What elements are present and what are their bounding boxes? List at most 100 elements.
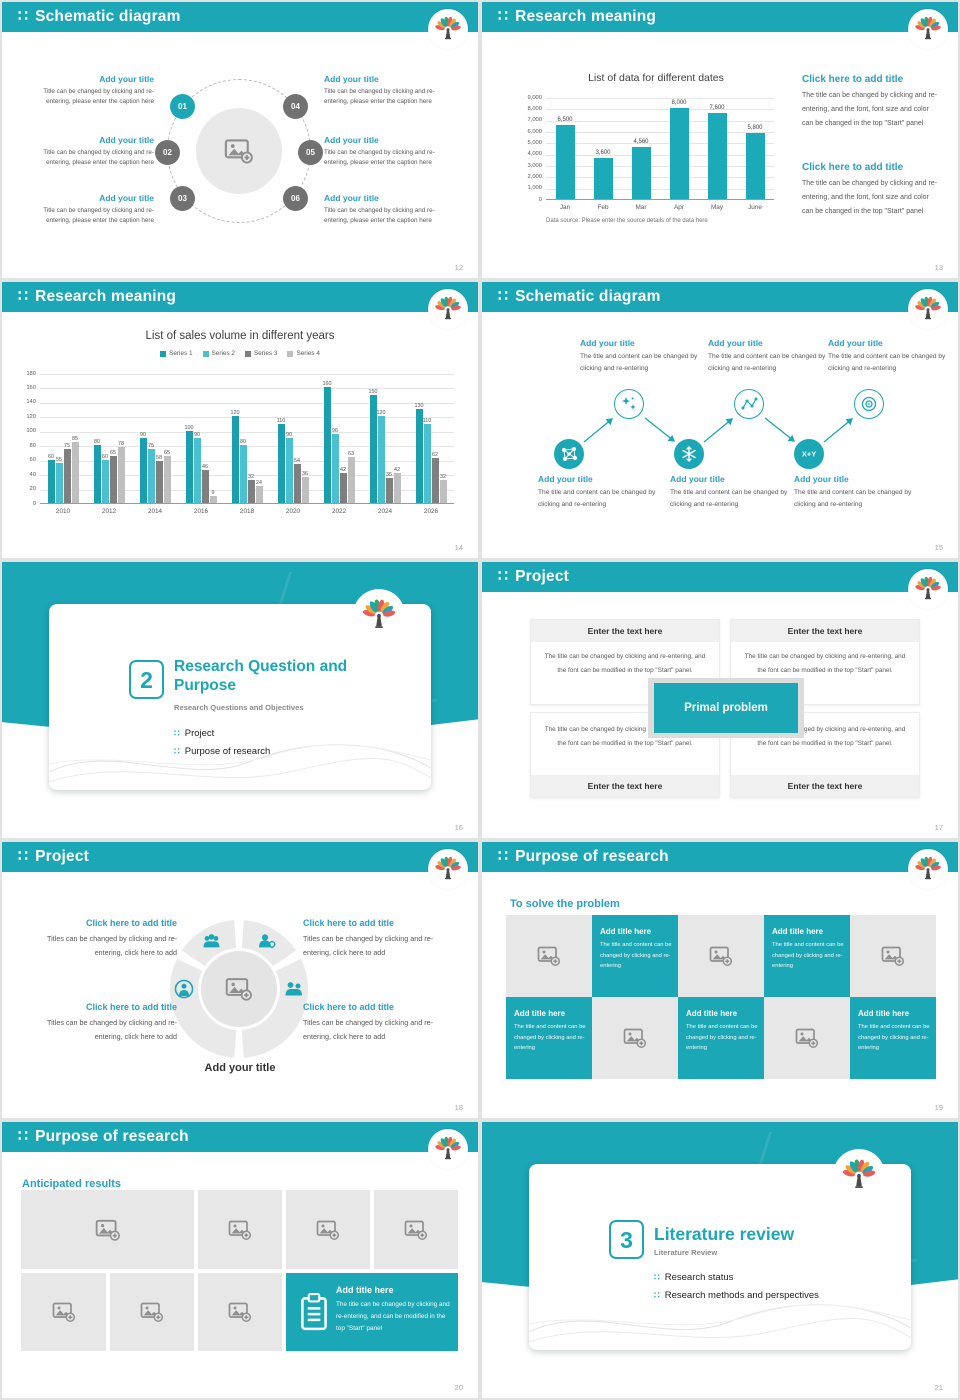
image-tile[interactable] [678, 915, 764, 997]
logo-badge [428, 9, 468, 49]
slide-13-research-meaning[interactable]: ∷ Research meaning List of data for diffe… [482, 2, 958, 278]
image-tile[interactable] [198, 1273, 282, 1351]
wave-pattern [49, 743, 431, 783]
bottom-block-2[interactable]: Add your title The title and content can … [670, 474, 788, 508]
slide-12-schematic-diagram[interactable]: ∷ Schematic diagram 01 02 03 04 05 06 Add… [2, 2, 478, 278]
text-block-3[interactable]: Click here to add title Titles can be cha… [303, 918, 433, 957]
slide-20-purpose-of-research[interactable]: ∷ Purpose of research Anticipated results… [2, 1122, 478, 1398]
bottom-block-3[interactable]: Add your title The title and content can … [794, 474, 912, 508]
page-number: 13 [934, 263, 943, 272]
toc-item-2[interactable]: ∷ Purpose of research [174, 746, 271, 757]
title-tile[interactable]: Add title here The title and content can … [506, 997, 592, 1079]
node-06[interactable]: 06 [283, 186, 308, 211]
toc-item-2[interactable]: ∷ Research methods and perspectives [654, 1290, 819, 1301]
title-tile[interactable]: Add title here The title and content can … [764, 915, 850, 997]
primal-problem-box[interactable]: Primal problem [654, 683, 798, 733]
title-tile[interactable]: Add title here The title and content can … [678, 997, 764, 1079]
text-block-1[interactable]: Click here to add title Titles can be cha… [47, 918, 177, 957]
text-block-6[interactable]: Add your title Title can be changed by cl… [324, 193, 435, 225]
title-tile[interactable]: Add title here The title and content can … [592, 915, 678, 997]
bar-2018-s3 [247, 480, 255, 503]
slide-19-purpose-of-research[interactable]: ∷ Purpose of research To solve the proble… [482, 842, 958, 1118]
text-block-2[interactable]: Add your title Title can be changed by cl… [43, 135, 154, 167]
toc-item-1[interactable]: ∷ Research status [654, 1272, 734, 1283]
center-image-placeholder[interactable] [225, 975, 253, 1003]
slide-title: Project [515, 568, 570, 585]
center-image-placeholder[interactable] [196, 108, 282, 194]
text-block-4[interactable]: Click here to add title Titles can be cha… [303, 1002, 433, 1041]
image-tile[interactable] [764, 997, 850, 1079]
problem-box-2[interactable]: Enter the text here The title can be cha… [730, 619, 920, 705]
slide-15-schematic-diagram[interactable]: ∷ Schematic diagram Add your title The tit… [482, 282, 958, 558]
logo-badge [908, 289, 948, 329]
step-circle-network[interactable] [554, 439, 584, 469]
text-block-1[interactable]: Add your title Title can be changed by cl… [43, 74, 154, 106]
text-block-3[interactable]: Add your title Title can be changed by cl… [43, 193, 154, 225]
image-tile[interactable] [592, 997, 678, 1079]
bar-2018-s4 [255, 486, 263, 503]
logo-badge [428, 1129, 468, 1169]
text-block-1[interactable]: Click here to add title The title can be… [802, 74, 938, 127]
top-block-2[interactable]: Add your title The title and content can … [708, 338, 826, 372]
image-tile[interactable] [21, 1273, 106, 1351]
step-circle-route[interactable] [734, 389, 764, 419]
bottom-block-1[interactable]: Add your title The title and content can … [538, 474, 656, 508]
step-circle-sparkles[interactable] [614, 389, 644, 419]
toc-item-1[interactable]: ∷ Project [174, 728, 215, 739]
slide-17-project[interactable]: ∷ Project Enter the text here The title c… [482, 562, 958, 838]
title-tile[interactable]: Add title here The title can be changed … [286, 1273, 458, 1351]
bar-2020-s4 [301, 477, 309, 503]
bar-Mar [631, 147, 651, 199]
step-circle-xy-formula[interactable]: X+Y [794, 439, 824, 469]
slide-header-bar: ∷ Project [482, 562, 958, 592]
text-block-2[interactable]: Click here to add title The title can be… [802, 162, 938, 215]
image-tile[interactable] [198, 1190, 282, 1269]
section-number: 3 [609, 1220, 644, 1259]
bar-chart-yearly[interactable]: 0 20 40 60 80 100 120 140 160 180 60 80 90 100 120 110 1… [26, 371, 454, 515]
slide-16-section-cover[interactable]: 2 Research Question and Purpose Research… [2, 562, 478, 838]
slide-14-research-meaning[interactable]: ∷ Research meaning List of sales volume i… [2, 282, 478, 558]
slide-21-section-cover[interactable]: 3 Literature review Literature Review ∷ R… [482, 1122, 958, 1398]
tree-logo-icon [914, 16, 942, 40]
image-placeholder-icon [225, 978, 253, 1001]
dots-icon: ∷ [498, 288, 509, 305]
snowflake-icon [682, 446, 696, 462]
page-number: 15 [934, 543, 943, 552]
slide-18-project[interactable]: ∷ Project [2, 842, 478, 1118]
node-05[interactable]: 05 [298, 140, 323, 165]
bar-2026-s3 [431, 458, 439, 503]
node-04[interactable]: 04 [283, 94, 308, 119]
node-02[interactable]: 02 [155, 140, 180, 165]
image-tile[interactable] [850, 915, 936, 997]
image-tile[interactable] [286, 1190, 370, 1269]
text-block-2[interactable]: Click here to add title Titles can be cha… [47, 1002, 177, 1041]
step-circle-spiral[interactable] [854, 389, 884, 419]
step-circle-snowflake[interactable] [674, 439, 704, 469]
bar-chart-monthly[interactable]: 0 1,000 2,000 3,000 4,000 5,000 6,000 7,000 8,00… [527, 95, 774, 211]
people-group-icon [203, 934, 220, 948]
top-block-3[interactable]: Add your title The title and content can … [828, 338, 946, 372]
image-tile[interactable] [110, 1273, 194, 1351]
bar-2016-s3 [201, 470, 209, 503]
legend-item: Series 2 [202, 350, 235, 357]
top-block-1[interactable]: Add your title The title and content can … [580, 338, 698, 372]
node-03[interactable]: 03 [170, 186, 195, 211]
legend-item: Series 1 [160, 350, 193, 357]
legend-swatch [287, 350, 294, 357]
section-card[interactable]: 3 Literature review Literature Review ∷ R… [529, 1149, 911, 1350]
logo-badge [908, 569, 948, 609]
image-tile[interactable] [374, 1190, 458, 1269]
image-tile-wide[interactable] [21, 1190, 194, 1269]
text-block-5[interactable]: Add your title Title can be changed by cl… [324, 135, 435, 167]
text-block-4[interactable]: Add your title Title can be changed by cl… [324, 74, 435, 106]
image-placeholder-icon [623, 1028, 647, 1049]
node-01[interactable]: 01 [170, 94, 195, 119]
bar-June [745, 133, 765, 199]
image-placeholder-icon [881, 946, 905, 967]
image-tile[interactable] [506, 915, 592, 997]
legend-swatch [245, 350, 251, 357]
section-card[interactable]: 2 Research Question and Purpose Research… [49, 589, 431, 790]
problem-box-1[interactable]: Enter the text here The title can be cha… [530, 619, 720, 705]
network-nodes-icon [561, 446, 578, 462]
title-tile[interactable]: Add title here The title and content can … [850, 997, 936, 1079]
